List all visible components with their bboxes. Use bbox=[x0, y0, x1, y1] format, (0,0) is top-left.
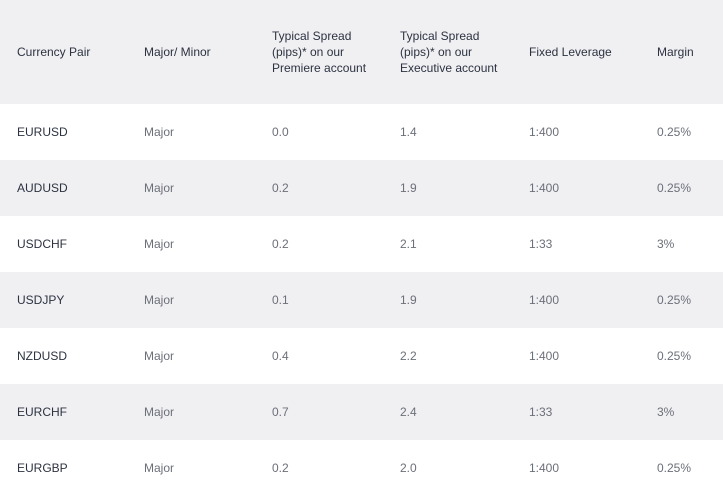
table-body: EURUSD Major 0.0 1.4 1:400 0.25% AUDUSD … bbox=[0, 104, 723, 488]
cell-margin: 0.25% bbox=[657, 125, 692, 139]
cell-fixed-leverage: 1:400 bbox=[529, 181, 560, 195]
table-row: EURCHF Major 0.7 2.4 1:33 3% bbox=[0, 384, 723, 440]
table-row: NZDUSD Major 0.4 2.2 1:400 0.25% bbox=[0, 328, 723, 384]
header-row: Currency Pair Major/ Minor Typical Sprea… bbox=[0, 0, 723, 104]
table-row: USDCHF Major 0.2 2.1 1:33 3% bbox=[0, 216, 723, 272]
table-row: EURGBP Major 0.2 2.0 1:400 0.25% bbox=[0, 440, 723, 488]
cell-executive-spread: 2.4 bbox=[400, 405, 417, 419]
table-row: USDJPY Major 0.1 1.9 1:400 0.25% bbox=[0, 272, 723, 328]
cell-premiere-spread: 0.1 bbox=[272, 293, 289, 307]
cell-currency-pair: EURCHF bbox=[17, 405, 67, 419]
cell-major-minor: Major bbox=[144, 293, 175, 307]
cell-premiere-spread: 0.2 bbox=[272, 461, 289, 475]
cell-premiere-spread: 0.0 bbox=[272, 125, 289, 139]
cell-premiere-spread: 0.2 bbox=[272, 181, 289, 195]
cell-premiere-spread: 0.7 bbox=[272, 405, 289, 419]
cell-fixed-leverage: 1:33 bbox=[529, 237, 553, 251]
cell-fixed-leverage: 1:400 bbox=[529, 461, 560, 475]
cell-fixed-leverage: 1:400 bbox=[529, 125, 560, 139]
cell-fixed-leverage: 1:33 bbox=[529, 405, 553, 419]
table-row: EURUSD Major 0.0 1.4 1:400 0.25% bbox=[0, 104, 723, 160]
cell-major-minor: Major bbox=[144, 181, 175, 195]
cell-major-minor: Major bbox=[144, 237, 175, 251]
cell-margin: 3% bbox=[657, 405, 675, 419]
header-fixed-leverage: Fixed Leverage bbox=[529, 45, 612, 59]
cell-executive-spread: 2.2 bbox=[400, 349, 417, 363]
header-executive-spread: Typical Spread (pips)* on our Executive … bbox=[400, 29, 498, 75]
cell-executive-spread: 1.9 bbox=[400, 293, 417, 307]
cell-currency-pair: USDCHF bbox=[17, 237, 67, 251]
cell-executive-spread: 2.0 bbox=[400, 461, 417, 475]
table-row: AUDUSD Major 0.2 1.9 1:400 0.25% bbox=[0, 160, 723, 216]
table-header: Currency Pair Major/ Minor Typical Sprea… bbox=[0, 0, 723, 104]
header-major-minor: Major/ Minor bbox=[144, 45, 211, 59]
cell-currency-pair: AUDUSD bbox=[17, 181, 68, 195]
header-currency-pair: Currency Pair bbox=[17, 45, 91, 59]
cell-currency-pair: EURGBP bbox=[17, 461, 68, 475]
cell-margin: 0.25% bbox=[657, 349, 692, 363]
cell-margin: 0.25% bbox=[657, 461, 692, 475]
cell-currency-pair: EURUSD bbox=[17, 125, 68, 139]
cell-currency-pair: NZDUSD bbox=[17, 349, 67, 363]
cell-executive-spread: 1.9 bbox=[400, 181, 417, 195]
cell-major-minor: Major bbox=[144, 405, 175, 419]
cell-major-minor: Major bbox=[144, 461, 175, 475]
cell-margin: 3% bbox=[657, 237, 675, 251]
cell-fixed-leverage: 1:400 bbox=[529, 349, 560, 363]
cell-major-minor: Major bbox=[144, 349, 175, 363]
cell-margin: 0.25% bbox=[657, 293, 692, 307]
header-premiere-spread: Typical Spread (pips)* on our Premiere a… bbox=[272, 29, 367, 75]
header-margin: Margin bbox=[657, 45, 694, 59]
cell-premiere-spread: 0.4 bbox=[272, 349, 289, 363]
cell-executive-spread: 1.4 bbox=[400, 125, 417, 139]
cell-currency-pair: USDJPY bbox=[17, 293, 65, 307]
cell-executive-spread: 2.1 bbox=[400, 237, 417, 251]
cell-margin: 0.25% bbox=[657, 181, 692, 195]
cell-fixed-leverage: 1:400 bbox=[529, 293, 560, 307]
cell-premiere-spread: 0.2 bbox=[272, 237, 289, 251]
cell-major-minor: Major bbox=[144, 125, 175, 139]
